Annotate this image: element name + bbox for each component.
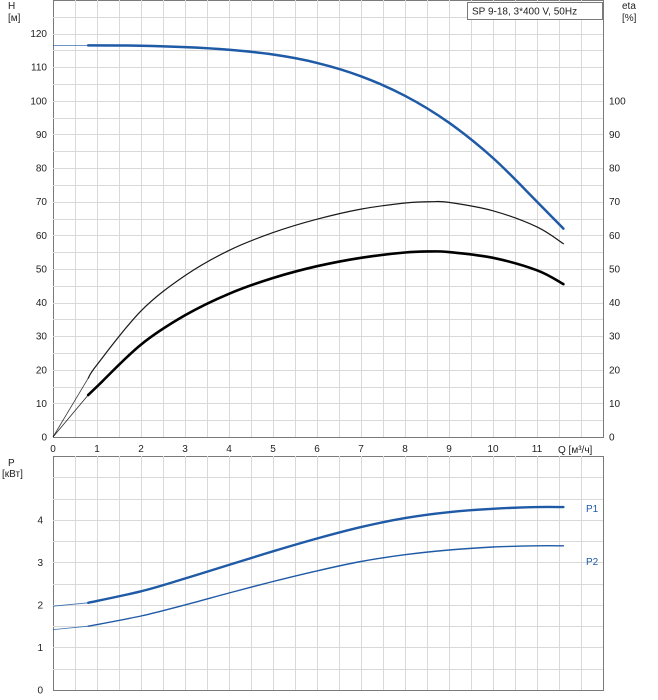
lower-plot-frame [53,456,604,691]
series-line-eta2 [86,250,565,397]
y-tick-label-eta: 80 [609,164,621,175]
series-label-p2: P2 [586,557,599,568]
y-tick-label-eta: 90 [609,130,621,141]
series-extension-p2 [52,625,89,630]
lower-series [52,505,565,630]
q-axis-label: Q [м³/ч] [558,445,593,456]
eta-axis-label: eta [622,1,636,12]
upper-series [52,44,565,438]
series-line-p2 [87,545,565,627]
x-tick-label: 7 [358,444,364,455]
y-tick-label-p: 1 [37,643,43,654]
y-tick-label-h: 30 [36,332,48,343]
x-tick-label: 11 [532,444,543,455]
y-tick-label-h: 80 [36,164,48,175]
p-axis-unit: [кВт] [2,469,23,480]
upper-left-axis-ticks: 0 10 20 30 40 50 60 70 80 90 100 110 120 [30,29,47,443]
h-axis-label: H [8,1,15,12]
p-axis-label: P [8,458,15,469]
x-tick-label: 8 [402,444,408,455]
y-tick-label-p: 2 [37,600,43,611]
y-tick-label-h: 90 [36,130,48,141]
chart-title: SP 9-18, 3*400 V, 50Hz [472,7,577,18]
x-tick-label: 9 [446,444,452,455]
y-tick-label-p: 3 [37,558,43,569]
series-line-h [86,44,565,230]
y-tick-label-eta: 30 [609,332,621,343]
y-tick-label-h: 0 [41,433,47,444]
x-tick-label: 4 [226,444,232,455]
x-tick-label: 6 [314,444,320,455]
y-tick-label-p: 0 [37,686,43,697]
lower-grid [53,456,603,690]
x-tick-label: 1 [94,444,100,455]
y-tick-label-eta: 10 [609,399,621,410]
x-axis-ticks: 0 1 2 3 4 5 6 7 8 9 10 11 [50,444,542,455]
y-tick-label-eta: 60 [609,231,621,242]
x-tick-label: 5 [270,444,276,455]
series-label-p1: P1 [586,504,599,515]
title-box [467,2,603,20]
y-tick-label-eta: 20 [609,365,621,376]
x-tick-label: 2 [138,444,144,455]
y-tick-label-h: 20 [36,365,48,376]
series-extension-p1 [52,602,89,607]
x-tick-label: 3 [182,444,188,455]
y-tick-label-h: 40 [36,298,48,309]
y-tick-label-eta: 70 [609,197,621,208]
x-tick-label: 10 [487,444,499,455]
y-tick-label-h: 100 [30,96,47,107]
h-axis-unit: [м] [8,13,21,24]
y-tick-label-h: 70 [36,197,48,208]
series-extension-eta [52,377,89,438]
y-tick-label-eta: 40 [609,298,621,309]
y-tick-label-h: 10 [36,399,48,410]
series-line-eta [87,200,564,379]
x-tick-label: 0 [50,444,56,455]
y-tick-label-h: 50 [36,264,48,275]
y-tick-label-h: 60 [36,231,48,242]
y-tick-label-p: 4 [37,515,43,526]
y-tick-label-eta: 0 [609,433,615,444]
eta-axis-unit: [%] [622,13,637,24]
y-tick-label-eta: 50 [609,264,621,275]
y-tick-label-eta: 100 [609,96,626,107]
series-extension-eta2 [52,394,89,438]
upper-right-axis-ticks: 0 10 20 30 40 50 60 70 80 90 100 [609,96,626,443]
y-tick-label-h: 120 [30,29,47,40]
lower-left-axis-ticks: 0 1 2 3 4 [37,515,43,696]
series-line-p1 [87,505,565,604]
upper-grid [53,0,603,437]
y-tick-label-h: 110 [31,63,47,74]
